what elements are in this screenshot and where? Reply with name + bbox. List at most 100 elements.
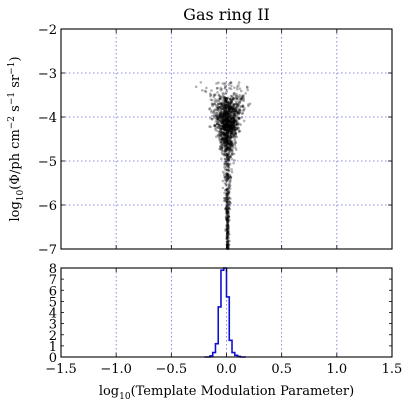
scatter-point xyxy=(225,154,229,158)
scatter-point xyxy=(225,110,229,114)
scatter-point xyxy=(225,225,229,229)
scatter-point xyxy=(234,132,238,136)
scatter-point xyxy=(226,116,230,120)
scatter-point xyxy=(226,199,230,203)
scatter-point xyxy=(222,111,225,115)
scatter-point xyxy=(225,152,229,156)
scatter-point xyxy=(221,127,225,130)
scatter-point xyxy=(224,157,227,161)
scatter-point xyxy=(215,135,218,139)
scatter-point xyxy=(226,222,229,225)
scatter-point xyxy=(226,147,229,151)
scatter-point xyxy=(214,127,217,131)
scatter-point xyxy=(221,114,225,118)
scatter-point xyxy=(228,147,231,151)
scatter-point xyxy=(227,215,230,219)
histogram-y-tick-label-5: 5 xyxy=(49,295,57,310)
scatter-point xyxy=(227,165,230,169)
scatter-point xyxy=(226,214,230,217)
scatter-point xyxy=(228,204,231,207)
scatter-point xyxy=(225,171,228,175)
scatter-point xyxy=(226,129,230,132)
scatter-point xyxy=(229,117,232,121)
scatter-point xyxy=(227,166,231,170)
scatter-point xyxy=(228,99,231,103)
scatter-point xyxy=(226,211,230,214)
scatter-point xyxy=(228,119,231,123)
scatter-point xyxy=(215,108,218,112)
scatter-point xyxy=(226,237,229,241)
scatter-point xyxy=(235,122,239,126)
scatter-point xyxy=(227,122,230,125)
scatter-point xyxy=(221,140,224,144)
scatter-point xyxy=(229,126,232,130)
scatter-point xyxy=(233,113,236,116)
scatter-point xyxy=(224,100,228,103)
y-axis-label-part-0: log xyxy=(8,201,23,221)
scatter-point xyxy=(225,200,229,204)
scatter-point xyxy=(226,173,230,177)
scatter-point xyxy=(231,109,234,113)
scatter-point xyxy=(224,98,228,101)
scatter-point xyxy=(227,157,230,161)
scatter-point xyxy=(223,110,227,113)
scatter-point xyxy=(223,137,227,140)
scatter-point xyxy=(230,140,234,144)
scatter-point xyxy=(232,121,236,125)
scatter-point xyxy=(223,111,227,115)
scatter-point xyxy=(226,158,230,161)
scatter-point xyxy=(228,146,231,149)
scatter-point xyxy=(223,103,227,107)
scatter-point xyxy=(225,177,229,181)
scatter-point xyxy=(232,125,236,128)
scatter-point xyxy=(227,141,230,144)
scatter-point xyxy=(223,178,227,182)
scatter-point xyxy=(219,113,223,117)
scatter-point xyxy=(226,120,230,124)
scatter-point xyxy=(216,122,219,126)
scatter-point xyxy=(229,136,233,139)
scatter-point xyxy=(234,131,237,135)
scatter-point xyxy=(203,89,207,93)
scatter-point xyxy=(231,124,235,128)
scatter-point xyxy=(236,111,240,115)
scatter-point xyxy=(233,131,236,135)
scatter-point xyxy=(225,231,229,235)
scatter-point xyxy=(225,111,228,115)
scatter-point xyxy=(224,183,228,187)
scatter-point xyxy=(214,104,218,107)
scatter-point xyxy=(218,97,222,101)
scatter-point xyxy=(231,132,234,135)
scatter-point xyxy=(229,120,232,124)
scatter-point xyxy=(223,140,227,143)
scatter-point xyxy=(223,111,227,115)
scatter-point xyxy=(232,120,236,124)
scatter-point xyxy=(223,125,227,129)
scatter-point xyxy=(228,97,232,101)
scatter-point xyxy=(233,129,237,132)
scatter-point xyxy=(226,224,230,228)
scatter-point xyxy=(230,143,234,146)
scatter-point xyxy=(225,105,228,109)
scatter-point xyxy=(214,114,218,118)
scatter-point xyxy=(234,141,238,145)
scatter-point xyxy=(234,140,237,143)
scatter-point xyxy=(224,103,228,107)
scatter-point xyxy=(225,128,229,131)
scatter-point xyxy=(224,98,227,102)
scatter-point xyxy=(232,97,235,101)
scatter-point xyxy=(240,97,243,100)
scatter-point xyxy=(229,107,232,111)
scatter-point xyxy=(236,102,239,105)
scatter-point xyxy=(226,232,229,236)
scatter-point xyxy=(227,139,230,142)
scatter-point xyxy=(230,157,234,161)
scatter-point xyxy=(213,93,216,97)
scatter-point xyxy=(221,107,224,111)
scatter-point xyxy=(226,117,230,120)
scatter-point xyxy=(220,117,223,120)
scatter-point xyxy=(241,96,244,99)
scatter-point xyxy=(226,134,229,138)
scatter-point xyxy=(225,123,228,127)
scatter-point xyxy=(229,121,233,125)
